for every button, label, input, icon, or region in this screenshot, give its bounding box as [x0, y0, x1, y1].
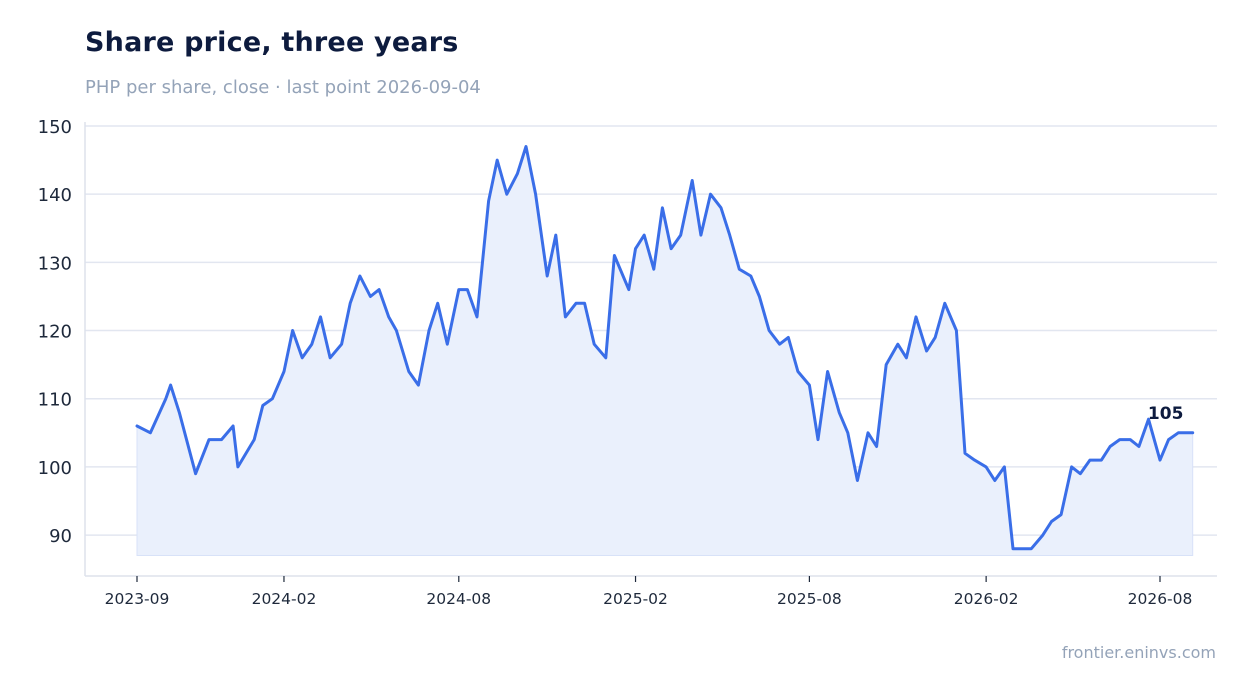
axis-layer: 90 100 110 120 130 140 150 2023-09 2024-02 2024-0…	[38, 117, 1217, 608]
series-layer	[135, 145, 1195, 556]
x-tick-label-2024-08: 2024-08	[426, 590, 491, 608]
y-tick-label-110: 110	[38, 390, 72, 411]
x-tick-label-2023-09: 2023-09	[105, 590, 170, 608]
y-tick-label-120: 120	[38, 322, 72, 343]
y-tick-label-150: 150	[38, 117, 72, 138]
x-tick-label-2025-08: 2025-08	[777, 590, 842, 608]
source-credit: frontier.eninvs.com	[1061, 643, 1216, 662]
x-tick-label-2026-08: 2026-08	[1128, 590, 1193, 608]
chart-title: Share price, three years	[85, 27, 459, 58]
x-tick-label-2026-02: 2026-02	[954, 590, 1019, 608]
chart-subtitle: PHP per share, close · last point 2026-0…	[85, 77, 481, 98]
y-tick-label-140: 140	[38, 185, 72, 206]
x-tick-label-2024-02: 2024-02	[252, 590, 317, 608]
price-line	[135, 145, 1195, 551]
y-tick-label-90: 90	[49, 526, 72, 547]
price-area	[136, 146, 1194, 556]
label-layer: 105	[1148, 404, 1184, 424]
y-tick-label-130: 130	[38, 253, 72, 274]
y-tick-label-100: 100	[38, 458, 72, 479]
x-tick-label-2025-02: 2025-02	[603, 590, 668, 608]
last-value-label: 105	[1148, 404, 1184, 424]
